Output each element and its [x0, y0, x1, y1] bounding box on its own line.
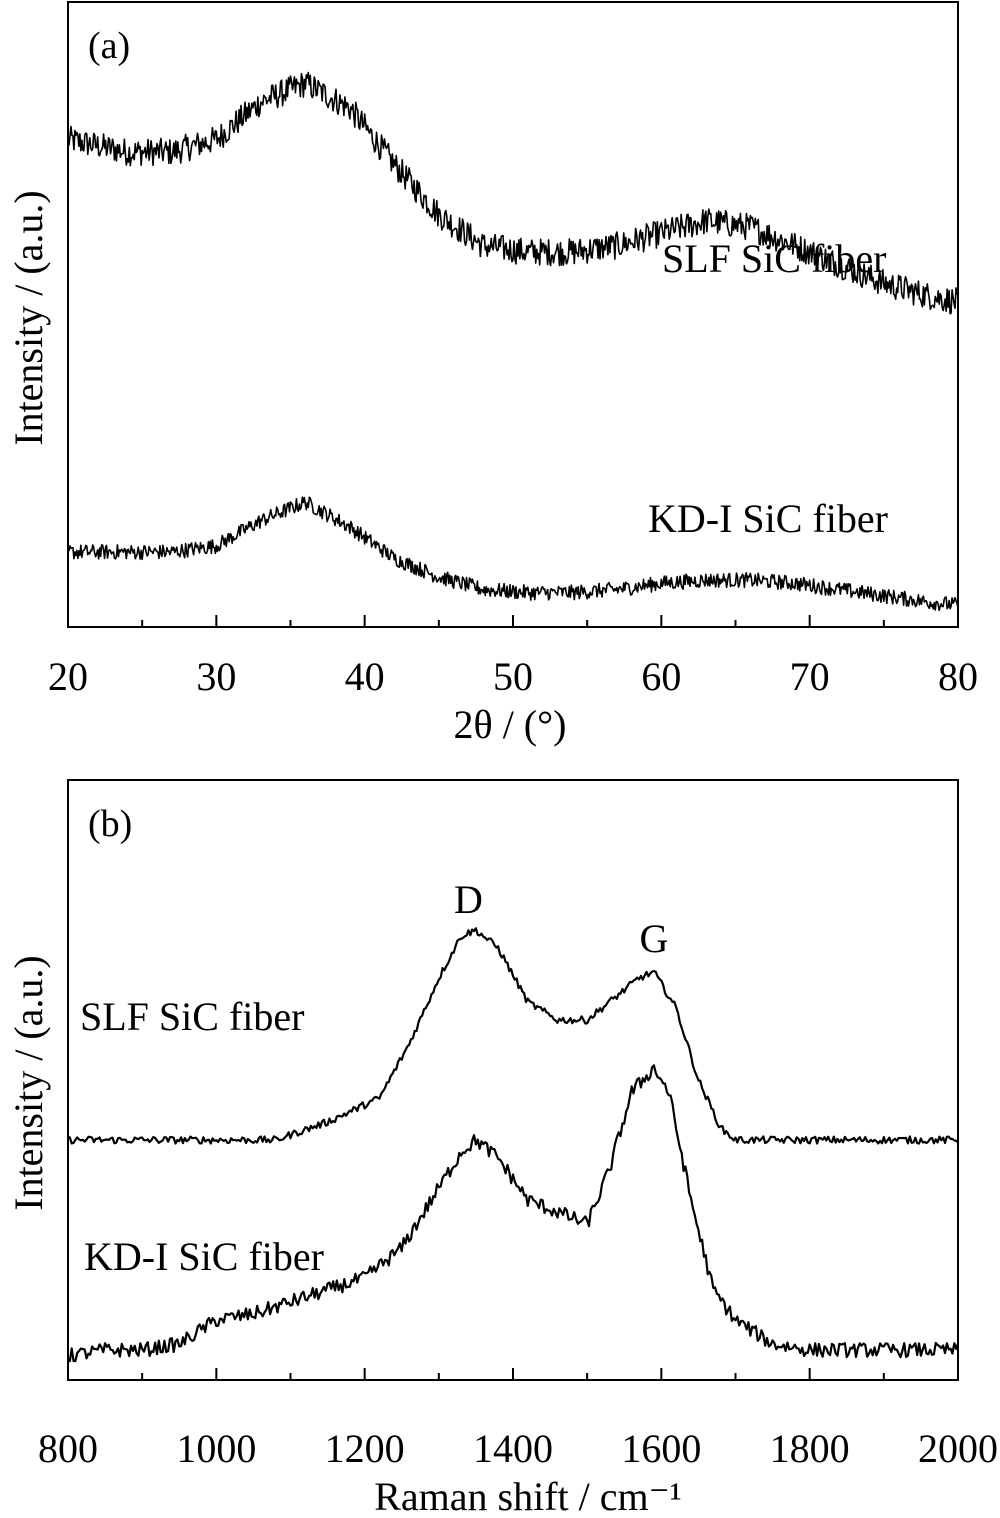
panel-a-x-tick-label: 20	[48, 654, 88, 699]
panel-a-y-axis-label: Intensity / (a.u.)	[6, 190, 51, 446]
panel-b-series-line-1	[67, 1064, 960, 1363]
panel-a-ticks: 20 30 40 50 60 70 80	[48, 615, 978, 699]
panel-a: 20 30 40 50 60 70 80 (a) SLF SiC fiber KD-I Si…	[6, 1, 978, 747]
panel-a-x-tick-label: 70	[790, 654, 830, 699]
panel-b: 800 1000 1200 1400 1600 1800 2000 (b) SLF SiC …	[6, 779, 998, 1518]
panel-b-x-axis-label: Raman shift / cm⁻¹	[374, 1474, 682, 1518]
panel-a-series-line-1	[67, 496, 959, 612]
panel-a-x-tick-label: 30	[196, 654, 236, 699]
panel-a-x-tick-label: 80	[938, 654, 978, 699]
panel-b-peak-label: D	[454, 877, 483, 922]
panel-b-peak-labels: DG	[454, 877, 668, 961]
panel-b-y-axis-label: Intensity / (a.u.)	[6, 955, 51, 1211]
panel-b-series-label-kd: KD-I SiC fiber	[84, 1234, 324, 1279]
panel-b-series-line-0	[67, 927, 959, 1145]
panel-b-x-tick-label: 2000	[918, 1426, 998, 1471]
panel-a-series-label-slf: SLF SiC fiber	[662, 236, 886, 281]
panel-a-series-layer	[67, 71, 959, 612]
panel-b-x-tick-label: 1600	[621, 1426, 701, 1471]
panel-b-series-label-slf: SLF SiC fiber	[80, 994, 304, 1039]
panel-b-x-tick-label: 1000	[176, 1426, 256, 1471]
panel-b-x-tick-label: 1800	[770, 1426, 850, 1471]
panel-a-x-tick-label: 60	[641, 654, 681, 699]
panel-a-x-axis-label: 2θ / (°)	[454, 702, 567, 747]
panel-b-series-layer	[67, 927, 960, 1363]
panel-a-series-label-kd: KD-I SiC fiber	[648, 496, 888, 541]
panel-b-x-tick-label: 1400	[473, 1426, 553, 1471]
panel-b-peak-label: G	[639, 916, 668, 961]
panel-b-ticks: 800 1000 1200 1400 1600 1800 2000	[38, 1368, 998, 1471]
panel-a-x-tick-label: 50	[493, 654, 533, 699]
panel-b-x-tick-label: 1200	[325, 1426, 405, 1471]
panel-b-x-tick-label: 800	[38, 1426, 98, 1471]
panel-a-label: (a)	[88, 25, 130, 67]
panel-a-series-line-0	[67, 71, 959, 315]
panel-b-label: (b)	[88, 803, 132, 845]
panel-a-x-tick-label: 40	[345, 654, 385, 699]
